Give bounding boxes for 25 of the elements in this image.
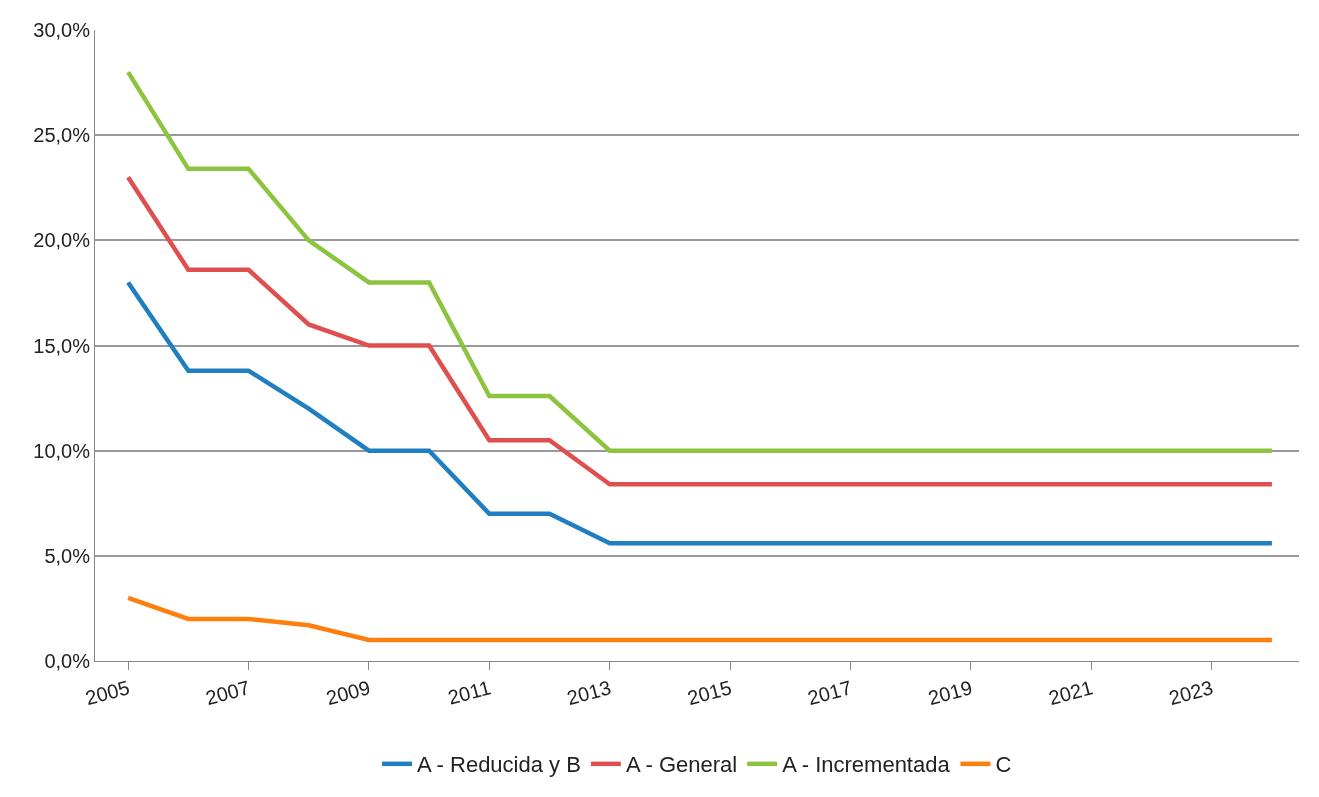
x-tick-label: 2023 [1166,676,1216,710]
y-tick-label: 15,0% [33,334,91,357]
line-series [125,280,1275,546]
legend-label: C [995,752,1012,778]
y-tick-label: 10,0% [33,439,91,462]
line-series [125,595,1275,643]
x-tick-label: 2011 [445,676,493,709]
x-tick-label: 2007 [203,676,253,710]
y-tick-label: 25,0% [33,124,91,147]
legend-label: A - General [625,752,738,778]
y-tick-label: 0,0% [44,650,91,672]
y-tick-label: 30,0% [33,19,91,41]
line-series [125,174,1275,487]
x-tick-label: 2005 [83,676,132,710]
legend-label: A - Incrementada [782,752,951,778]
x-tick-label: 2019 [925,676,975,710]
x-tick-label: 2013 [564,676,614,710]
x-tick-label: 2009 [323,676,373,710]
x-tick-label: 2021 [1046,676,1095,710]
x-tick-label: 2017 [805,676,855,710]
line-series [125,69,1275,453]
y-tick-label: 20,0% [33,229,91,252]
legend-label: A - Reducida y B [417,752,581,778]
x-tick-label: 2015 [685,676,734,710]
y-tick-label: 5,0% [44,544,91,567]
